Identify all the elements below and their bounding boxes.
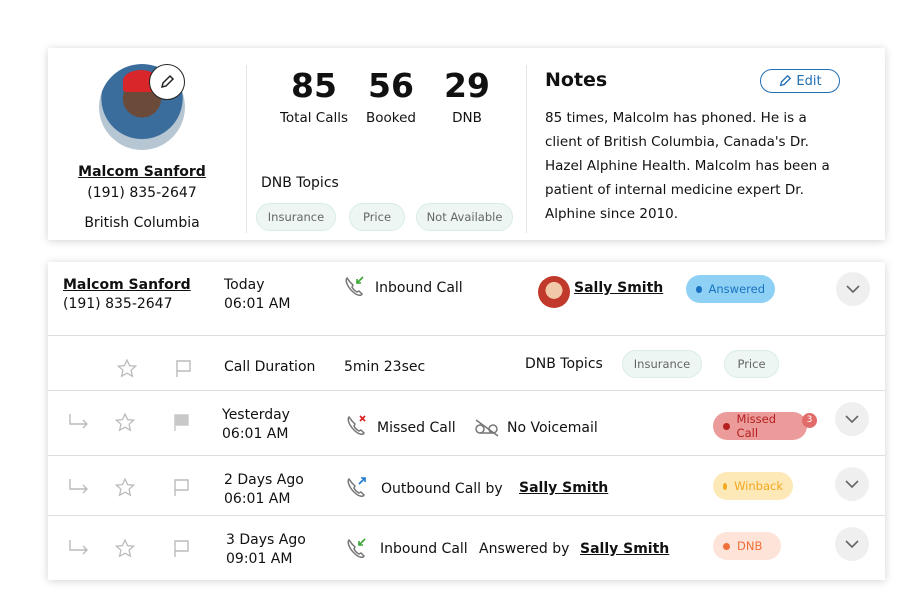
star-icon[interactable] — [115, 539, 135, 558]
agent-avatar — [538, 276, 570, 308]
call-day: 2 Days Ago — [224, 472, 304, 488]
outbound-call-icon — [347, 477, 366, 497]
contact-phone: (191) 835-2647 — [87, 185, 197, 201]
status-label: Missed Call — [736, 412, 777, 440]
expand-button[interactable] — [836, 272, 870, 306]
forward-arrow-icon[interactable] — [68, 539, 90, 557]
status-badge-dnb: DNB — [713, 532, 781, 560]
call-time: 09:01 AM — [226, 551, 293, 567]
forward-arrow-icon[interactable] — [68, 478, 90, 496]
call-type: Missed Call — [377, 420, 456, 436]
no-voicemail-icon — [475, 419, 499, 437]
agent-name[interactable]: Sally Smith — [574, 280, 664, 296]
edit-label: Edit — [796, 73, 822, 89]
stat-total-calls-value: 85 — [291, 66, 337, 105]
notes-line: Alphine since 2010. — [545, 206, 679, 222]
inbound-call-icon — [345, 276, 364, 296]
call-duration-label: Call Duration — [224, 359, 316, 375]
dnb-topics-label: DNB Topics — [261, 175, 339, 191]
expand-button[interactable] — [835, 402, 869, 436]
expand-button[interactable] — [835, 467, 869, 501]
call-day: Today — [224, 277, 265, 293]
star-icon[interactable] — [117, 359, 137, 378]
contact-name[interactable]: Malcom Sanford — [78, 164, 206, 180]
caller-name[interactable]: Malcom Sanford — [63, 277, 191, 293]
pencil-icon — [160, 74, 175, 89]
stat-booked-label: Booked — [366, 110, 416, 126]
call-type: Inbound Call — [375, 280, 463, 296]
call-time: 06:01 AM — [224, 296, 291, 312]
flag-icon[interactable] — [173, 478, 191, 497]
status-label: Winback — [734, 479, 783, 493]
agent-name[interactable]: Sally Smith — [580, 541, 670, 557]
notes-title: Notes — [545, 69, 608, 91]
notes-line: Hazel Alphine Health. Malcolm has been a — [545, 158, 830, 174]
dnb-topics-label: DNB Topics — [525, 356, 603, 372]
star-icon[interactable] — [115, 478, 135, 497]
call-time: 06:01 AM — [222, 426, 289, 442]
stat-booked-value: 56 — [368, 66, 414, 105]
contact-region: British Columbia — [84, 215, 200, 231]
notes-edit-button[interactable]: Edit — [760, 69, 840, 93]
status-badge-winback: Winback — [713, 472, 793, 500]
notes-line: patient of internal medicine expert Dr. — [545, 182, 804, 198]
chevron-down-icon — [845, 415, 859, 423]
topic-chip: Insurance — [622, 350, 702, 378]
stat-total-calls-label: Total Calls — [279, 110, 349, 126]
agent-name[interactable]: Sally Smith — [519, 480, 609, 496]
call-type: Inbound Call — [380, 541, 468, 557]
stat-dnb-value: 29 — [444, 66, 490, 105]
expand-button[interactable] — [835, 527, 869, 561]
chevron-up-icon — [846, 285, 860, 293]
voicemail-status: No Voicemail — [507, 420, 598, 436]
status-badge-answered: Answered — [686, 275, 775, 303]
missed-call-icon — [347, 415, 366, 435]
missed-count-badge: 3 — [802, 413, 817, 428]
forward-arrow-icon[interactable] — [68, 413, 90, 431]
edit-avatar-button[interactable] — [149, 64, 185, 100]
call-day: 3 Days Ago — [226, 532, 306, 548]
topic-chip: Price — [349, 203, 405, 231]
call-day: Yesterday — [222, 407, 290, 423]
topic-chip: Not Available — [416, 203, 513, 231]
notes-line: 85 times, Malcolm has phoned. He is a — [545, 110, 807, 126]
pencil-icon — [780, 74, 792, 87]
chevron-down-icon — [845, 480, 859, 488]
notes-line: client of British Columbia, Canada's Dr. — [545, 134, 809, 150]
answered-by-label: Answered by — [479, 541, 570, 557]
status-label: DNB — [737, 539, 763, 553]
flag-icon[interactable] — [173, 539, 191, 558]
star-icon[interactable] — [115, 413, 135, 432]
call-duration-value: 5min 23sec — [344, 359, 426, 375]
topic-chip: Insurance — [256, 203, 336, 231]
call-type: Outbound Call by — [381, 481, 503, 497]
status-label: Answered — [708, 282, 765, 296]
flag-filled-icon[interactable] — [173, 413, 191, 432]
status-badge-missed: Missed Call — [713, 412, 807, 440]
flag-icon[interactable] — [175, 359, 193, 378]
call-time: 06:01 AM — [224, 491, 291, 507]
stat-dnb-label: DNB — [452, 110, 482, 126]
caller-phone: (191) 835-2647 — [63, 296, 173, 312]
topic-chip: Price — [724, 350, 779, 378]
notes-body: 85 times, Malcolm has phoned. He is a cl… — [545, 106, 830, 226]
inbound-call-icon — [347, 538, 366, 558]
chevron-down-icon — [845, 540, 859, 548]
